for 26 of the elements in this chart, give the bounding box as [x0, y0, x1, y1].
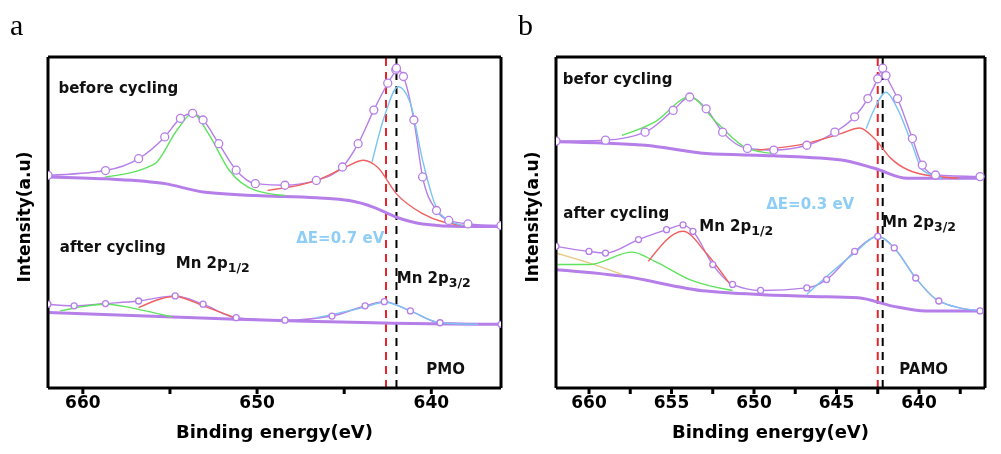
annotation: Mn 2p$_{1/2}$	[699, 216, 774, 238]
annotation: after cycling	[563, 204, 670, 223]
x-tick-label: 660	[65, 392, 101, 413]
annotation: PMO	[426, 360, 465, 379]
annotation: PAMO	[899, 359, 949, 378]
x-tick-label: 655	[653, 392, 690, 413]
annotation: Mn 2p$_{3/2}$	[882, 212, 957, 233]
x-axis-title: Binding energy(eV)	[175, 421, 374, 442]
annotation: ΔE=0.3 eV	[766, 194, 855, 213]
x-axis-title: Binding energy(eV)	[671, 421, 870, 442]
x-tick-label: 640	[901, 392, 937, 413]
annotation: Mn 2p$_{3/2}$	[396, 268, 471, 290]
chart-title: b	[518, 8, 533, 42]
x-tick-label: 640	[413, 392, 450, 413]
x-tick-label: 650	[239, 392, 275, 413]
annotation: before cycling	[58, 79, 179, 98]
annotation: Mn 2p$_{1/2}$	[175, 253, 250, 275]
y-axis-title: Intensity(a.u)	[14, 151, 35, 283]
x-tick-label: 650	[736, 392, 772, 413]
x-tick-label: 660	[571, 392, 607, 413]
annotation: befor cycling	[562, 69, 673, 88]
annotation: ΔE=0.7 eV	[296, 229, 385, 248]
annotation: after cycling	[59, 237, 166, 256]
chart-title: a	[10, 8, 24, 42]
y-axis-title: Intensity(a.u)	[522, 151, 543, 283]
x-tick-label: 645	[818, 392, 855, 413]
